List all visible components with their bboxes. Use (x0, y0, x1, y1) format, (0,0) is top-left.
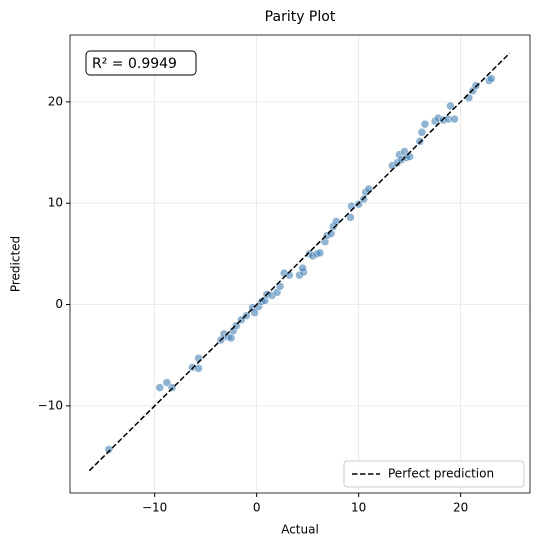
y-tick-label: 10 (48, 196, 63, 210)
point (250, 308, 259, 317)
chart-title: Parity Plot (265, 9, 336, 25)
point (347, 201, 356, 211)
point (364, 184, 374, 194)
point (450, 114, 459, 124)
point (194, 364, 203, 373)
point (420, 119, 430, 129)
y-tick-label: 20 (48, 94, 63, 108)
x-axis-label: Actual (281, 523, 319, 537)
y-tick-label: 0 (55, 297, 63, 311)
legend-label: Perfect prediction (388, 467, 494, 481)
y-tick-label: −10 (38, 398, 63, 412)
point (162, 378, 172, 387)
point (104, 445, 114, 454)
y-axis-label: Predicted (9, 236, 23, 292)
point (298, 263, 307, 273)
x-tick-label: 10 (351, 501, 366, 515)
point (155, 383, 165, 392)
point (315, 248, 325, 258)
point (331, 217, 341, 226)
point (194, 353, 203, 363)
x-tick-label: 0 (253, 501, 261, 515)
point (417, 128, 427, 137)
axes-frame (69, 34, 531, 494)
point (486, 74, 496, 83)
point (464, 93, 474, 103)
legend-box (343, 460, 525, 488)
annotation: R² = 0.9949 (92, 56, 177, 72)
annotation-box (85, 50, 197, 76)
point (446, 101, 455, 111)
line (88, 52, 511, 472)
point (346, 213, 355, 222)
x-tick-label: −10 (142, 501, 167, 515)
x-tick-label: 20 (453, 501, 468, 515)
point (275, 282, 285, 291)
point (405, 152, 414, 161)
point (226, 333, 236, 343)
